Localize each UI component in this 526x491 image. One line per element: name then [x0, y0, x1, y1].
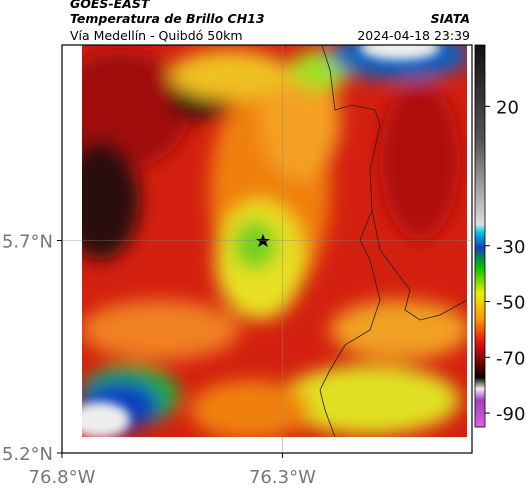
satellite: GOES-EAST [70, 0, 151, 11]
border [319, 209, 381, 438]
title: Temperatura de Brillo CH13 [70, 11, 265, 26]
colorbar-tick-label: -30 [496, 237, 525, 258]
subtitle: Vía Medellín - Quibdó 50km [70, 28, 243, 43]
colorbar-tick-label: -70 [496, 348, 525, 369]
colorbar-tick-label: 20 [496, 97, 519, 118]
datetime: 2024-04-18 23:39 [357, 28, 470, 43]
colorbar [474, 44, 486, 428]
x-tick-label: 76.3°W [249, 467, 316, 488]
y-tick-label: 5.7°N [2, 232, 53, 253]
brightness-field [82, 45, 467, 437]
colorbar-tick-label: -90 [496, 404, 525, 425]
x-tick-label: 76.8°W [29, 467, 96, 488]
y-tick-label: 5.2°N [2, 444, 53, 465]
map-frame [61, 44, 473, 454]
source: SIATA [431, 11, 470, 26]
colorbar-tick-label: -50 [496, 293, 525, 314]
